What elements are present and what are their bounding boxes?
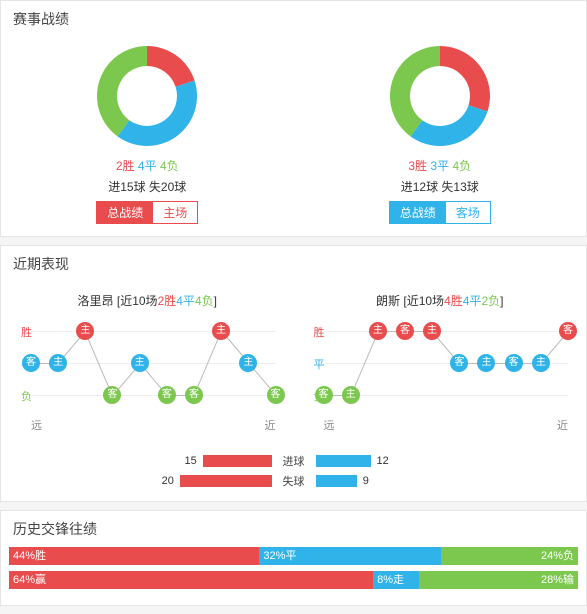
x-range: 远近: [324, 417, 569, 433]
h2h-title: 历史交锋往绩: [1, 511, 586, 547]
h2h-seg: 28%输: [419, 571, 578, 589]
form-node: 客: [559, 322, 577, 340]
form-node: 客: [22, 354, 40, 372]
midbar-label: 进球: [272, 453, 316, 469]
filter-button[interactable]: 总战绩: [97, 202, 153, 223]
form-node: 主: [131, 354, 149, 372]
form-node: 主: [369, 322, 387, 340]
h2h-seg: 32%平: [259, 547, 441, 565]
form-node: 客: [315, 386, 333, 404]
midbar-left-value: 20: [162, 475, 174, 487]
midbars: 15 进球 12 20 失球 9: [1, 453, 586, 489]
wdl-summary: 3胜 3平 4负: [294, 157, 587, 174]
form-node: 主: [212, 322, 230, 340]
midbar-row: 20 失球 9: [1, 473, 586, 489]
form-node: 主: [49, 354, 67, 372]
form-node: 主: [239, 354, 257, 372]
midbar-left-value: 15: [185, 455, 197, 467]
form-chart: 胜 平 负 客主主客主客主客主客: [324, 313, 569, 413]
form-node: 主: [477, 354, 495, 372]
midbar-row: 15 进球 12: [1, 453, 586, 469]
form-node: 主: [423, 322, 441, 340]
goals-text: 进15球 失20球: [1, 178, 294, 195]
form-node: 客: [505, 354, 523, 372]
midbar-left-bar: [180, 475, 272, 487]
form-heading: 洛里昂 [近10场2胜4平4负]: [1, 292, 294, 309]
record-panel: 赛事战绩 2胜 4平 4负 进15球 失20球 总战绩主场 3胜 3平 4负 进…: [0, 0, 587, 237]
midbar-label: 失球: [272, 473, 316, 489]
recent-row: 洛里昂 [近10场2胜4平4负] 胜 平 负 客主主客主客客主主客 远近朗斯 […: [1, 282, 586, 445]
h2h-seg: 64%赢: [9, 571, 373, 589]
record-title: 赛事战绩: [1, 1, 586, 37]
h2h-seg: 8%走: [373, 571, 419, 589]
form-node: 主: [76, 322, 94, 340]
midbar-right-value: 9: [363, 475, 369, 487]
h2h-seg: 44%胜: [9, 547, 259, 565]
donut-chart: [92, 41, 202, 151]
button-group: 总战绩主场: [96, 201, 198, 224]
goals-text: 进12球 失13球: [294, 178, 587, 195]
form-node: 客: [158, 386, 176, 404]
record-row: 2胜 4平 4负 进15球 失20球 总战绩主场 3胜 3平 4负 进12球 失…: [1, 37, 586, 236]
form-node: 客: [450, 354, 468, 372]
form-node: 主: [532, 354, 550, 372]
donut-chart: [385, 41, 495, 151]
record-team-0: 2胜 4平 4负 进15球 失20球 总战绩主场: [1, 37, 294, 236]
h2h-seg: 24%负: [441, 547, 578, 565]
form-node: 客: [396, 322, 414, 340]
wdl-summary: 2胜 4平 4负: [1, 157, 294, 174]
form-node: 客: [185, 386, 203, 404]
h2h-bar: 44%胜32%平24%负: [9, 547, 578, 565]
record-team-1: 3胜 3平 4负 进12球 失13球 总战绩客场: [294, 37, 587, 236]
midbar-right-value: 12: [377, 455, 389, 467]
h2h-body: 44%胜32%平24%负 64%赢8%走28%输: [1, 547, 586, 605]
button-group: 总战绩客场: [389, 201, 491, 224]
h2h-panel: 历史交锋往绩 44%胜32%平24%负 64%赢8%走28%输: [0, 510, 587, 606]
filter-button[interactable]: 主场: [153, 202, 197, 223]
form-node: 客: [267, 386, 285, 404]
midbar-right-bar: [316, 455, 371, 467]
midbar-left-bar: [203, 455, 272, 467]
midbar-right-bar: [316, 475, 357, 487]
recent-title: 近期表现: [1, 246, 586, 282]
form-chart: 胜 平 负 客主主客主客客主主客: [31, 313, 276, 413]
filter-button[interactable]: 总战绩: [390, 202, 446, 223]
recent-team-1: 朗斯 [近10场4胜4平2负] 胜 平 负 客主主客主客主客主客 远近: [294, 282, 587, 445]
form-node: 主: [342, 386, 360, 404]
x-range: 远近: [31, 417, 276, 433]
recent-panel: 近期表现 洛里昂 [近10场2胜4平4负] 胜 平 负 客主主客主客客主主客 远…: [0, 245, 587, 502]
filter-button[interactable]: 客场: [446, 202, 490, 223]
form-node: 客: [103, 386, 121, 404]
h2h-bar: 64%赢8%走28%输: [9, 571, 578, 589]
recent-team-0: 洛里昂 [近10场2胜4平4负] 胜 平 负 客主主客主客客主主客 远近: [1, 282, 294, 445]
form-heading: 朗斯 [近10场4胜4平2负]: [294, 292, 587, 309]
